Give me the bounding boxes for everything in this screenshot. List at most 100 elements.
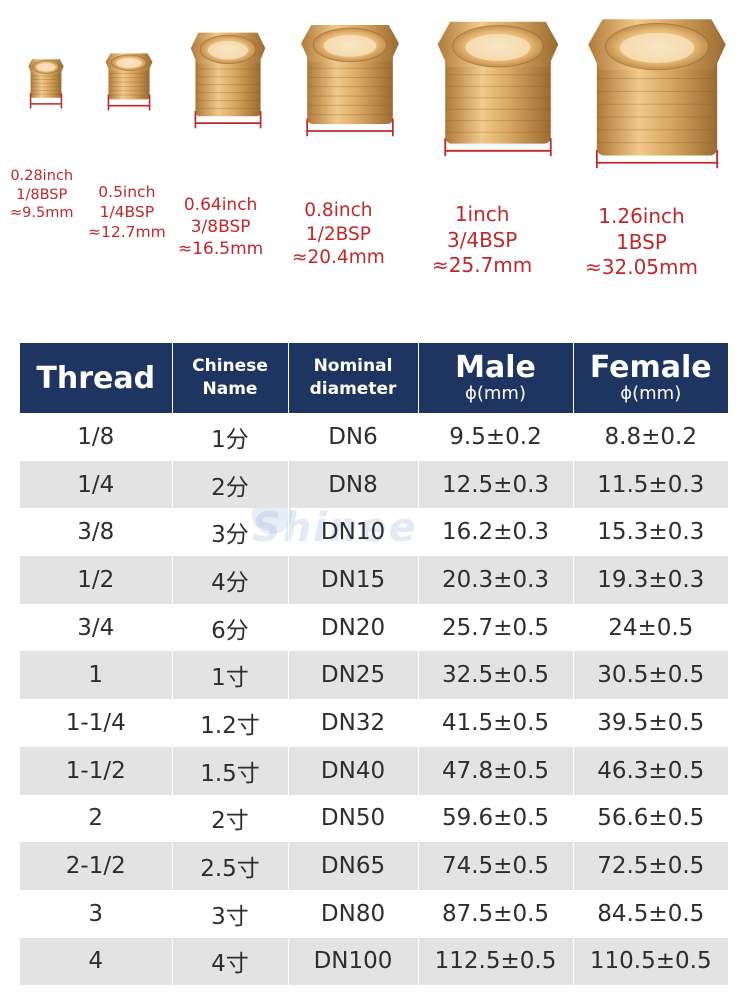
cell-nominal: DN65 (287, 842, 418, 890)
cell-male: 25.7±0.5 (417, 603, 573, 652)
cell-nominal: DN40 (287, 746, 418, 795)
header-female: Female ϕ(mm) (572, 343, 728, 413)
header-nominal-diameter: Nominal diameter (287, 343, 418, 413)
fitting-mm: ≈16.5mm (178, 238, 264, 259)
cell-nominal: DN15 (287, 556, 418, 604)
fitting-image (578, 15, 736, 170)
thread-spec-table: Thread Chinese Name Nominal diameter Mal… (20, 343, 728, 986)
header-thread: Thread (20, 343, 172, 413)
cell-male: 59.6±0.5 (417, 794, 573, 843)
cell-female: 11.5±0.3 (572, 460, 728, 509)
fitting-inch: 0.64inch (183, 195, 258, 215)
cell-male: 47.8±0.5 (417, 746, 573, 795)
cell-female: 84.5±0.5 (572, 889, 728, 938)
table-header-row: Thread Chinese Name Nominal diameter Mal… (20, 343, 728, 413)
cell-chinese: 1.2寸 (171, 699, 288, 747)
cell-female: 72.5±0.5 (572, 842, 728, 890)
cell-male: 12.5±0.3 (417, 460, 573, 509)
table-row: 3/8 3分 DN10 16.2±0.3 15.3±0.3 (20, 508, 728, 557)
cell-thread: 3 (88, 900, 104, 927)
cell-nominal: DN100 (287, 937, 418, 986)
cell-chinese: 1.5寸 (171, 746, 288, 795)
cell-nominal: DN10 (287, 508, 418, 557)
table-row: 4 4寸 DN100 112.5±0.5 110.5±0.5 (20, 937, 728, 986)
cell-female: 15.3±0.3 (572, 508, 728, 557)
cell-thread: 2 (88, 805, 104, 832)
cell-chinese: 3寸 (171, 889, 288, 938)
cell-thread: 1/4 (20, 460, 172, 509)
table-row: 3 3寸 DN80 87.5±0.5 84.5±0.5 (20, 889, 728, 938)
fitting-image (428, 18, 568, 158)
cell-male: 9.5±0.2 (417, 413, 573, 461)
table-row: 2-1/2 2.5寸 DN65 74.5±0.5 72.5±0.5 (20, 842, 728, 890)
cell-thread: 3/4 (77, 614, 115, 641)
table-row: 1/4 2分 DN8 12.5±0.3 11.5±0.3 (20, 460, 728, 509)
header-male: Male ϕ(mm) (417, 343, 573, 413)
cell-male: 112.5±0.5 (417, 937, 573, 986)
cell-female: 46.3±0.5 (572, 746, 728, 795)
fitting-image (183, 30, 273, 130)
cell-thread: 1/8 (77, 423, 115, 450)
fitting-inch: 1.26inch (598, 204, 685, 228)
fitting-bsp: 3/8BSP (190, 216, 251, 237)
cell-male: 41.5±0.5 (417, 699, 573, 747)
fitting-bsp: 1/4BSP (99, 202, 155, 221)
cell-male: 32.5±0.5 (417, 651, 573, 700)
cell-nominal: DN25 (287, 651, 418, 700)
fitting-bsp: 1/8BSP (16, 186, 68, 203)
table-row: 2 2寸 DN50 59.6±0.5 56.6±0.5 (20, 794, 728, 843)
fitting-label: 0.5inch 1/4BSP ≈12.7mm (88, 183, 166, 242)
cell-chinese: 1寸 (171, 651, 288, 700)
fitting-image (98, 52, 160, 112)
fitting-label: 0.8inch 1/2BSP ≈20.4mm (292, 199, 385, 270)
fitting-inch: 0.8inch (304, 200, 373, 221)
cell-chinese: 2分 (171, 460, 288, 509)
table-row: 1/2 4分 DN15 20.3±0.3 19.3±0.3 (20, 556, 728, 604)
cell-female: 19.3±0.3 (572, 556, 728, 604)
cell-male: 16.2±0.3 (417, 508, 573, 557)
fitting-bsp: 3/4BSP (446, 227, 518, 252)
fitting-mm: ≈25.7mm (432, 253, 533, 278)
cell-chinese: 2.5寸 (171, 842, 288, 890)
cell-chinese: 4分 (171, 556, 288, 604)
cell-chinese: 3分 (171, 508, 288, 557)
fitting-bsp: 1BSP (616, 229, 667, 254)
cell-thread: 1/2 (20, 556, 172, 604)
cell-thread: 1-1/4 (65, 709, 126, 736)
fitting-bsp: 1/2BSP (305, 223, 371, 245)
table-body: 1/8 1分 DN6 9.5±0.2 8.8±0.2 1/4 2分 DN8 12.5±0.3 11… (20, 413, 728, 986)
cell-nominal: DN6 (287, 413, 418, 461)
cell-thread: 1 (20, 651, 172, 700)
cell-chinese: 6分 (171, 603, 288, 652)
table-row: 1/8 1分 DN6 9.5±0.2 8.8±0.2 (20, 413, 728, 461)
cell-nominal: DN20 (287, 603, 418, 652)
fitting-image (22, 58, 70, 110)
header-chinese-name: Chinese Name (171, 343, 288, 413)
fitting-image (292, 22, 408, 138)
fitting-label: 1.26inch 1BSP ≈32.05mm (585, 204, 698, 281)
table-row: 1-1/2 1.5寸 DN40 47.8±0.5 46.3±0.5 (20, 746, 728, 795)
fitting-mm: ≈9.5mm (10, 205, 74, 222)
cell-male: 20.3±0.3 (417, 556, 573, 604)
cell-thread: 1-1/2 (20, 746, 172, 795)
cell-male: 74.5±0.5 (417, 842, 573, 890)
cell-male: 87.5±0.5 (417, 889, 573, 938)
table-row: 1 1寸 DN25 32.5±0.5 30.5±0.5 (20, 651, 728, 700)
cell-nominal: DN8 (287, 460, 418, 509)
cell-female: 110.5±0.5 (572, 937, 728, 986)
cell-female: 8.8±0.2 (572, 413, 728, 461)
table-row: 3/4 6分 DN20 25.7±0.5 24±0.5 (20, 603, 728, 652)
fitting-label: 0.64inch 3/8BSP ≈16.5mm (178, 195, 263, 260)
cell-female: 24±0.5 (572, 603, 728, 652)
fitting-mm: ≈20.4mm (292, 247, 385, 269)
cell-chinese: 1分 (171, 413, 288, 461)
cell-female: 30.5±0.5 (572, 651, 728, 700)
cell-chinese: 2寸 (171, 794, 288, 843)
cell-nominal: DN32 (287, 699, 418, 747)
cell-female: 39.5±0.5 (572, 699, 728, 747)
cell-thread: 4 (20, 937, 172, 986)
cell-thread: 2-1/2 (20, 842, 172, 890)
fitting-label: 0.28inch 1/8BSP ≈9.5mm (10, 167, 73, 223)
cell-female: 56.6±0.5 (572, 794, 728, 843)
fitting-inch: 0.5inch (98, 183, 156, 201)
